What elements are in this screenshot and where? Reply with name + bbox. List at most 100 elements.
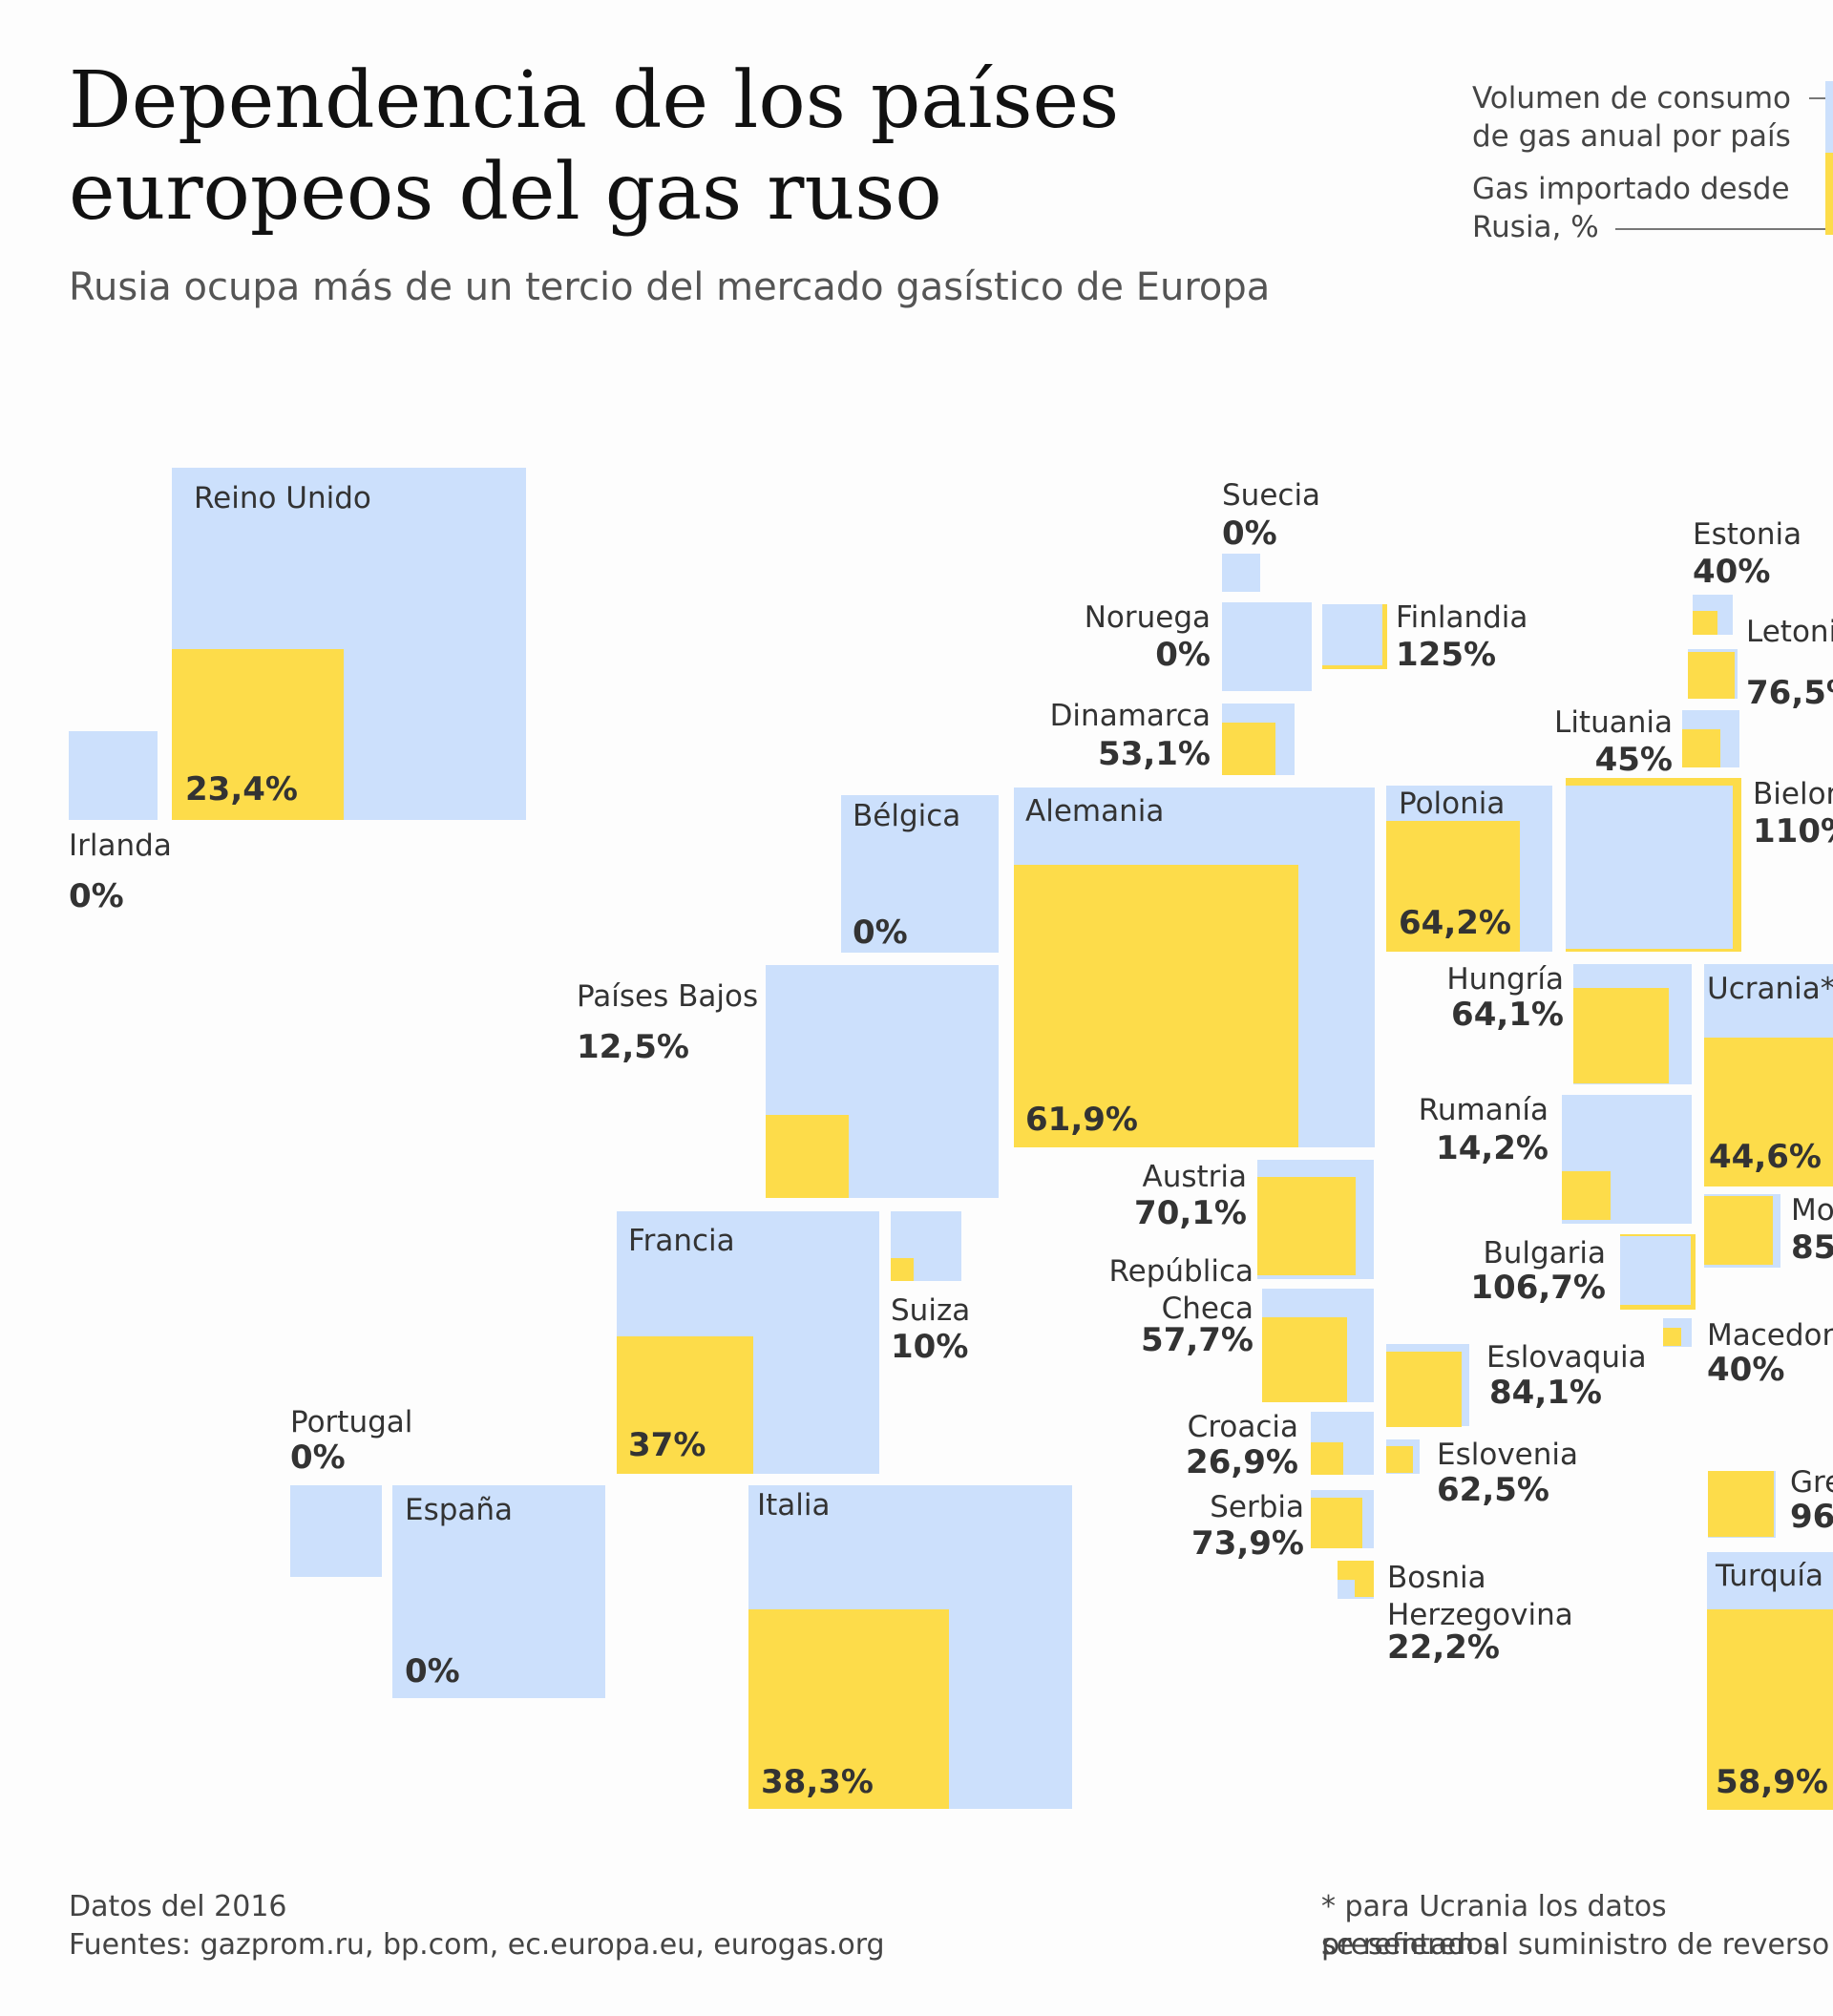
moldavia-russian-share-square <box>1704 1196 1773 1265</box>
hungria-value-label: 64,1% <box>1451 996 1564 1034</box>
suiza-value-label: 10% <box>891 1328 968 1366</box>
paises-bajos-russian-share-square <box>766 1115 849 1198</box>
legend-russian-line-1: Gas importado desde <box>1472 172 1790 206</box>
francia-name-label: Francia <box>628 1224 735 1258</box>
finlandia-consumption-square <box>1322 604 1382 665</box>
hungria-russian-share-square <box>1573 988 1669 1083</box>
espana-name-label: España <box>405 1493 513 1527</box>
bielorrusia-value-label: 110% <box>1753 812 1833 850</box>
suecia-value-label: 0% <box>1222 514 1277 553</box>
suiza-name-label: Suiza <box>891 1293 970 1328</box>
bielorrusia-name-label: Bielorrusia <box>1753 777 1833 811</box>
eslovenia-name-label: Eslovenia <box>1437 1438 1578 1472</box>
irlanda-name-label: Irlanda <box>69 829 172 863</box>
portugal-value-label: 0% <box>290 1438 346 1477</box>
estonia-value-label: 40% <box>1693 553 1770 591</box>
espana-consumption-square <box>392 1485 605 1698</box>
bosnia-herzegovina-name-label-2: Herzegovina <box>1387 1598 1573 1632</box>
serbia-russian-share-square <box>1311 1498 1362 1548</box>
legend-russian-line-2: Rusia, % <box>1472 210 1599 244</box>
rumania-value-label: 14,2% <box>1436 1129 1549 1167</box>
lituania-name-label: Lituania <box>1554 705 1673 740</box>
austria-name-label: Austria <box>1142 1160 1247 1194</box>
legend-consumption-swatch <box>1825 81 1833 153</box>
lituania-value-label: 45% <box>1595 741 1673 779</box>
alemania-russian-share-square <box>1014 865 1298 1147</box>
grecia-name-label: Grecia <box>1790 1465 1833 1500</box>
bosnia-herzegovina-value-label: 22,2% <box>1387 1628 1500 1667</box>
macedonia-value-label: 40% <box>1707 1351 1784 1389</box>
bosnia-herzegovina-name-label-1: Bosnia <box>1387 1561 1486 1595</box>
eslovenia-russian-share-square <box>1386 1446 1413 1473</box>
data-year-note: Datos del 2016 <box>69 1890 287 1923</box>
legend-consumption-line-2: de gas anual por país <box>1472 119 1791 154</box>
belgica-value-label: 0% <box>853 914 908 952</box>
bulgaria-name-label: Bulgaria <box>1483 1236 1606 1270</box>
turquia-name-label: Turquía <box>1715 1559 1823 1593</box>
lituania-russian-share-square <box>1682 729 1720 767</box>
noruega-value-label: 0% <box>1155 636 1211 674</box>
chart-subtitle: Rusia ocupa más de un tercio del mercado… <box>69 265 1271 309</box>
paises-bajos-name-label: Países Bajos <box>577 979 758 1014</box>
polonia-name-label: Polonia <box>1399 787 1505 821</box>
turquia-value-label: 58,9% <box>1716 1763 1828 1801</box>
irlanda-value-label: 0% <box>69 877 124 915</box>
chart-title: Dependencia de los países europeos del g… <box>69 55 1329 239</box>
grecia-russian-share-square <box>1708 1471 1774 1537</box>
ucrania-name-label: Ucrania* <box>1707 972 1833 1006</box>
noruega-name-label: Noruega <box>1085 600 1211 635</box>
suecia-name-label: Suecia <box>1222 478 1320 513</box>
alemania-name-label: Alemania <box>1025 794 1164 829</box>
legend-consumption-leader <box>1809 97 1833 99</box>
estonia-name-label: Estonia <box>1693 517 1801 552</box>
suecia-consumption-square <box>1222 554 1260 592</box>
reino-unido-russian-share-square <box>172 649 344 820</box>
polonia-russian-share-square <box>1386 821 1520 952</box>
francia-russian-share-square <box>617 1336 753 1474</box>
serbia-value-label: 73,9% <box>1191 1524 1304 1563</box>
finlandia-value-label: 125% <box>1396 636 1496 674</box>
eslovenia-value-label: 62,5% <box>1437 1471 1549 1509</box>
francia-value-label: 37% <box>628 1426 706 1464</box>
footnote-line-1: * para Ucrania los datos presentados <box>1321 1890 1667 1962</box>
alemania-value-label: 61,9% <box>1025 1101 1138 1139</box>
suiza-russian-share-square <box>891 1258 914 1281</box>
legend-consumption-line-1: Volumen de consumo <box>1472 81 1792 116</box>
paises-bajos-value-label: 12,5% <box>577 1028 689 1066</box>
title-line-1: Dependencia de los países <box>69 55 1120 146</box>
portugal-consumption-square <box>290 1485 382 1577</box>
italia-value-label: 38,3% <box>761 1763 874 1801</box>
grecia-value-label: 96% <box>1790 1498 1833 1536</box>
bielorrusia-consumption-square <box>1566 786 1733 949</box>
estonia-russian-share-square <box>1693 611 1717 635</box>
croacia-value-label: 26,9% <box>1186 1443 1298 1481</box>
letonia-name-label: Letonia <box>1746 615 1833 649</box>
reino-unido-name-label: Reino Unido <box>194 481 371 515</box>
republica-checa-name-label-1: República <box>1109 1254 1254 1289</box>
noruega-consumption-square <box>1222 602 1312 691</box>
dinamarca-russian-share-square <box>1222 723 1275 775</box>
republica-checa-name-label-2: Checa <box>1162 1292 1254 1326</box>
republica-checa-value-label: 57,7% <box>1141 1321 1254 1359</box>
republica-checa-russian-share-square <box>1262 1317 1347 1402</box>
ucrania-value-label: 44,6% <box>1709 1138 1822 1176</box>
legend-russian-swatch <box>1825 153 1833 235</box>
espana-value-label: 0% <box>405 1652 460 1690</box>
portugal-name-label: Portugal <box>290 1405 412 1439</box>
belgica-name-label: Bélgica <box>853 799 960 833</box>
croacia-russian-share-square <box>1311 1442 1343 1475</box>
serbia-name-label: Serbia <box>1210 1490 1304 1524</box>
footnote-line-2: se refieren al suministro de reverso <box>1321 1928 1830 1962</box>
eslovaquia-value-label: 84,1% <box>1489 1374 1602 1412</box>
legend-russian-leader <box>1615 228 1833 230</box>
reino-unido-value-label: 23,4% <box>185 770 298 808</box>
bulgaria-consumption-square <box>1620 1236 1691 1305</box>
eslovaquia-russian-share-square <box>1386 1352 1462 1427</box>
finlandia-name-label: Finlandia <box>1396 600 1528 635</box>
macedonia-name-label: Macedonia <box>1707 1318 1833 1353</box>
polonia-value-label: 64,2% <box>1399 904 1511 942</box>
moldavia-name-label: Moldavia <box>1791 1193 1833 1228</box>
title-line-2: europeos del gas ruso <box>69 147 942 238</box>
austria-russian-share-square <box>1257 1177 1356 1275</box>
dinamarca-value-label: 53,1% <box>1098 735 1211 773</box>
